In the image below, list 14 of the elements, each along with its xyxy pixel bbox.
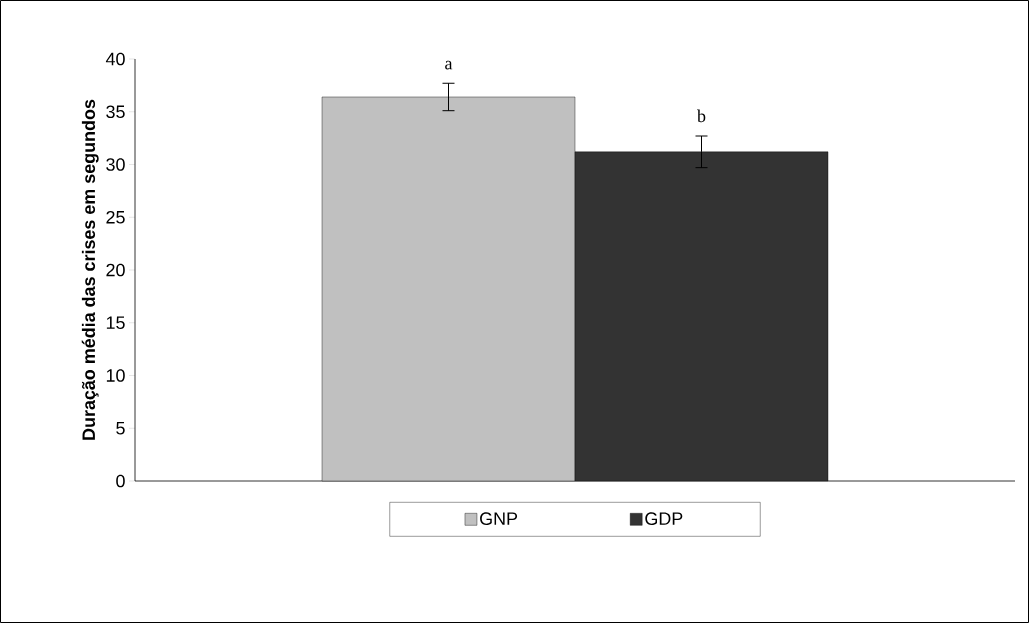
y-tick-label: 25 — [106, 210, 125, 224]
y-tick-label: 0 — [116, 474, 125, 488]
y-tick-label: 40 — [105, 52, 125, 66]
y-tick-label: 20 — [106, 263, 125, 277]
y-tick-label: 5 — [116, 421, 125, 435]
annotation: a — [445, 60, 453, 70]
y-tick-label: 10 — [106, 369, 125, 382]
legend-label: GNP — [480, 512, 518, 525]
annotation: b — [697, 109, 706, 123]
y-axis-title: Duração média das crises em segundos — [81, 99, 99, 440]
y-tick-label: 35 — [106, 105, 125, 119]
y-tick-label: 30 — [106, 158, 125, 171]
y-tick-label: 15 — [106, 316, 125, 329]
legend-label: GDP — [645, 512, 683, 525]
